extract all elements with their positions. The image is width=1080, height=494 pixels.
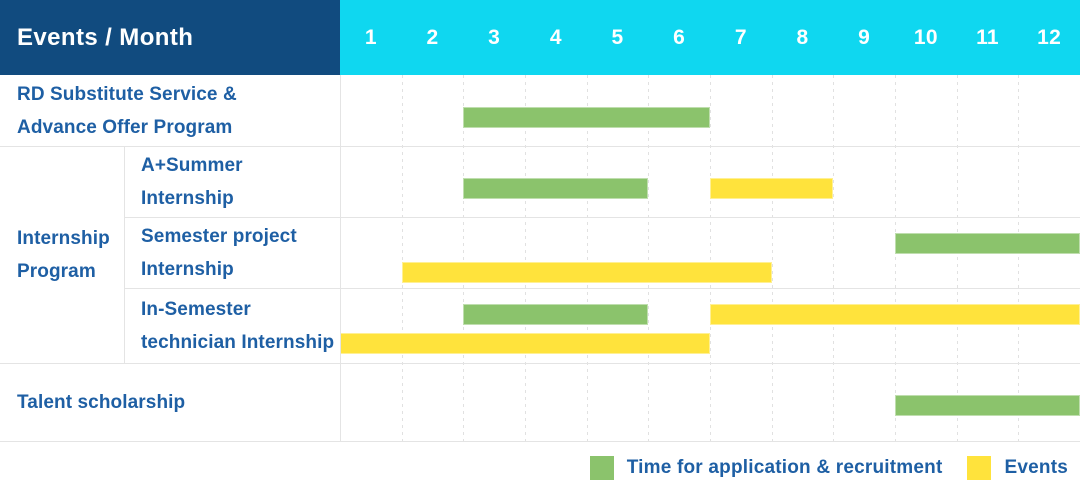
month-label-7: 7: [734, 25, 747, 49]
month-label-12: 12: [1037, 25, 1062, 49]
event-bar: [401, 262, 772, 283]
month-label-4: 4: [549, 25, 562, 49]
month-gridline: [833, 75, 835, 442]
row-label: Talent scholarship: [0, 363, 340, 442]
month-label-5: 5: [611, 25, 624, 49]
month-gridline: [771, 75, 773, 442]
legend-item-event: Events: [967, 455, 1068, 480]
grid-border: [0, 363, 1080, 364]
grid-border: [124, 217, 1080, 218]
row-label-line: Talent scholarship: [17, 392, 186, 413]
recruitment-bar: [895, 395, 1080, 416]
month-gridline: [710, 75, 711, 442]
legend-item-recruitment: Time for application & recruitment: [589, 455, 943, 480]
event-bar: [710, 178, 834, 199]
month-header-row: 1 2 3 4 5 6 7 8 9 10 11 12: [340, 0, 1080, 75]
month-label-11: 11: [976, 25, 999, 49]
row-label-line: technician Internship: [141, 331, 335, 353]
month-gridline: [525, 75, 526, 442]
month-label-1: 1: [364, 25, 377, 49]
legend-label-event: Events: [1004, 456, 1068, 478]
month-gridline: [956, 75, 958, 442]
row-label-line: A+Summer: [141, 154, 243, 176]
month-gridline: [1018, 75, 1020, 442]
recruitment-bar: [463, 178, 649, 199]
month-label-10: 10: [913, 25, 938, 49]
month-label-6: 6: [673, 25, 686, 49]
month-label-8: 8: [796, 25, 809, 49]
recruitment-bar: [463, 107, 710, 128]
legend: Time for application & recruitment Events: [589, 454, 1068, 481]
row-label: Semester project Internship: [124, 217, 340, 288]
grid-border: [340, 75, 341, 442]
grid-border: [124, 146, 125, 363]
recruitment-bar: [895, 233, 1080, 254]
row-label-line: Internship: [141, 258, 234, 280]
month-label-2: 2: [426, 25, 439, 49]
row-label-line: Advance Offer Program: [17, 116, 233, 138]
month-gridline: [401, 75, 403, 442]
event-bar: [340, 333, 710, 354]
group-label-line: Internship: [17, 227, 110, 249]
row-label: In-Semester technician Internship: [124, 288, 340, 363]
row-label: RD Substitute Service & Advance Offer Pro…: [0, 75, 340, 146]
group-label-internship-program: Internship Program: [0, 146, 124, 363]
row-label-line: Internship: [141, 187, 234, 209]
grid-border: [124, 288, 1080, 289]
legend-swatch-recruitment: [589, 455, 614, 480]
recruitment-bar: [463, 304, 649, 325]
legend-label-recruitment: Time for application & recruitment: [626, 456, 943, 478]
events-month-header-cell: Events / Month: [0, 0, 340, 75]
group-label-line: Program: [17, 260, 96, 282]
month-label-9: 9: [858, 25, 871, 49]
month-label-3: 3: [488, 25, 501, 49]
event-bar: [710, 304, 1080, 325]
row-label-line: Semester project: [141, 225, 297, 247]
legend-swatch-event: [967, 455, 992, 480]
page-title: Events / Month: [17, 23, 194, 51]
row-label: A+Summer Internship: [124, 146, 340, 217]
row-label-line: In-Semester: [141, 298, 251, 320]
month-gridline: [895, 75, 896, 442]
grid-border: [0, 441, 1080, 442]
month-gridline: [586, 75, 588, 442]
grid-border: [0, 146, 1080, 147]
row-label-line: RD Substitute Service &: [17, 83, 237, 105]
month-gridline: [463, 75, 465, 442]
month-gridline: [648, 75, 650, 442]
